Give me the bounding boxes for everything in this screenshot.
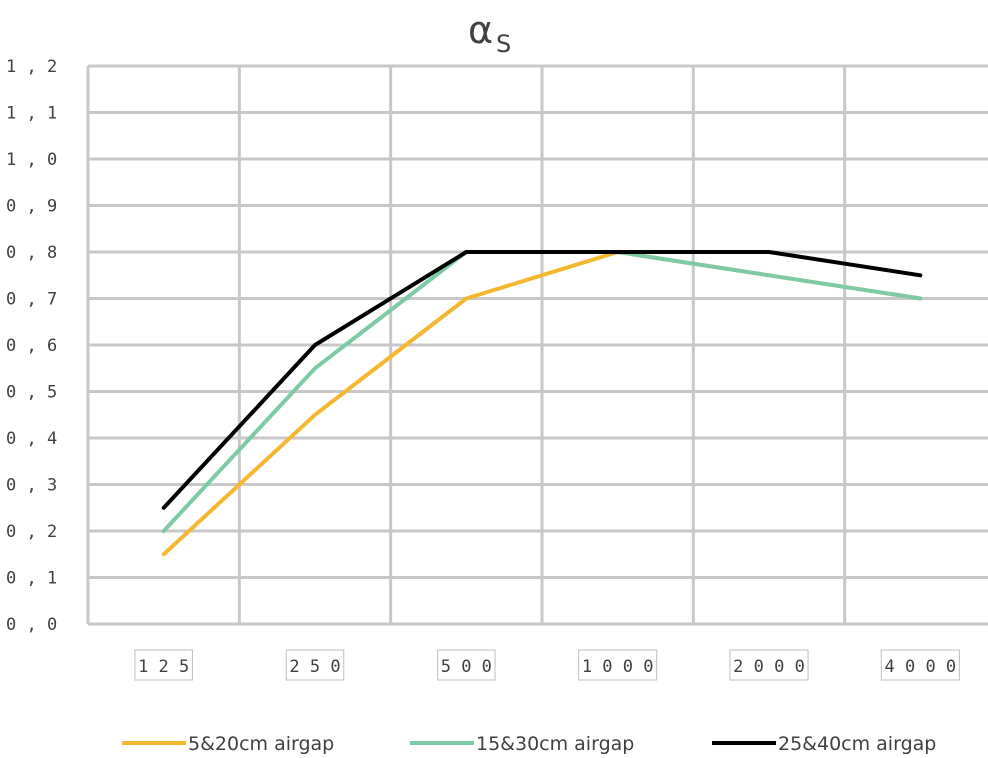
x-tick-label: 5 0 0 (441, 657, 492, 677)
y-tick-label: 0 , 6 (6, 336, 57, 356)
chart-title-subscript: S (496, 30, 511, 58)
y-tick-label: 0 , 1 (6, 569, 57, 589)
y-tick-label: 0 , 7 (6, 290, 57, 310)
series-line-3 (161, 250, 923, 510)
chart-title: α S (468, 8, 511, 58)
x-axis-ticks: 1 2 5 2 5 0 5 0 0 1 0 0 0 2 0 0 0 4 0 0 0 (134, 649, 960, 681)
x-tick-box (437, 649, 496, 681)
x-tick-box (880, 649, 960, 681)
series-lines (161, 250, 923, 557)
legend-label: 25&40cm airgap (778, 733, 936, 755)
plot-grid (86, 64, 988, 626)
y-axis-ticks: 0 , 0 0 , 1 0 , 2 0 , 3 0 , 4 0 , 5 0 , 6 0 , 7… (6, 57, 57, 635)
y-tick-label: 1 , 0 (6, 150, 57, 170)
y-tick-label: 0 , 3 (6, 476, 57, 496)
y-tick-label: 1 , 1 (6, 104, 57, 124)
x-tick-label: 1 2 5 (138, 657, 189, 677)
y-tick-label: 1 , 2 (6, 57, 57, 77)
y-tick-label: 0 , 2 (6, 522, 57, 542)
legend: 5&20cm airgap 15&30cm airgap 25&40cm airga… (122, 733, 936, 755)
x-tick-label: 1 0 0 0 (582, 657, 654, 677)
legend-label: 5&20cm airgap (188, 733, 334, 755)
x-tick-box (285, 649, 345, 681)
y-tick-label: 0 , 0 (6, 615, 57, 635)
x-tick-label: 4 0 0 0 (885, 657, 957, 677)
x-tick-label: 2 0 0 0 (733, 657, 805, 677)
y-tick-label: 0 , 8 (6, 243, 57, 263)
legend-label: 15&30cm airgap (476, 733, 634, 755)
y-tick-label: 0 , 9 (6, 197, 57, 217)
chart-title-main: α (468, 8, 493, 52)
x-tick-label: 2 5 0 (289, 657, 340, 677)
x-tick-box (729, 649, 809, 681)
x-tick-box (134, 649, 193, 681)
y-tick-label: 0 , 5 (6, 383, 57, 403)
y-tick-label: 0 , 4 (6, 429, 57, 449)
x-tick-box (578, 649, 658, 681)
